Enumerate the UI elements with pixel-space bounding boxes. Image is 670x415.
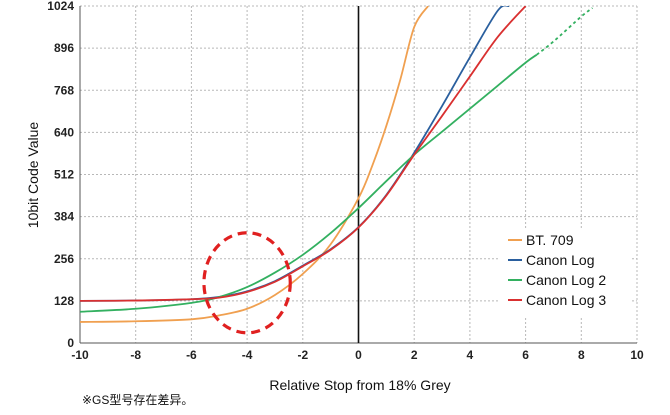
x-tick-label: 2: [411, 348, 418, 362]
axes: [79, 6, 637, 344]
y-tick-label: 512: [54, 168, 74, 182]
y-tick-label: 384: [54, 210, 74, 224]
footnote: ※GS型号存在差异。: [82, 393, 193, 407]
x-tick-label: 4: [467, 348, 474, 362]
series-line-canon-log-2: [80, 53, 538, 313]
y-tick-label: 128: [54, 294, 74, 308]
annotation-dashed-circle: [202, 231, 292, 335]
x-tick-label: 10: [630, 348, 644, 362]
series-line-canon-log-3: [80, 6, 527, 302]
y-tick-label: 0: [67, 336, 74, 350]
legend-label: Canon Log 3: [526, 292, 606, 308]
y-tick-label: 256: [54, 252, 74, 266]
x-tick-label: -10: [71, 348, 89, 362]
x-tick-label: -2: [297, 348, 308, 362]
legend-label: BT. 709: [526, 232, 574, 248]
legend-label: Canon Log: [526, 252, 595, 268]
y-tick-label: 768: [54, 83, 74, 97]
x-axis-title: Relative Stop from 18% Grey: [269, 377, 450, 393]
series-line-bt-709: [80, 6, 429, 323]
series-line-canon-log-2-dashed: [536, 7, 593, 56]
annotations: [202, 231, 292, 335]
y-tick-label: 896: [54, 41, 74, 55]
series-line-canon-log: [80, 6, 510, 302]
y-tick-label: 640: [54, 125, 74, 139]
x-tick-label: 8: [578, 348, 585, 362]
x-tick-label: -4: [242, 348, 253, 362]
x-tick-label: 6: [522, 348, 529, 362]
y-tick-label: 1024: [47, 0, 74, 13]
legend-label: Canon Log 2: [526, 272, 606, 288]
x-tick-label: 0: [355, 348, 362, 362]
x-tick-label: -8: [130, 348, 141, 362]
legend-background: [500, 230, 630, 316]
y-axis-title: 10bit Code Value: [25, 122, 41, 229]
tick-labels: -10 -8 -6 -4 -2 0 2 4 6 8 10 0 128 256 384 512 640 768 896…: [47, 0, 644, 362]
x-tick-label: -6: [186, 348, 197, 362]
legend: BT. 709 Canon Log Canon Log 2 Canon Log 3: [500, 230, 630, 316]
